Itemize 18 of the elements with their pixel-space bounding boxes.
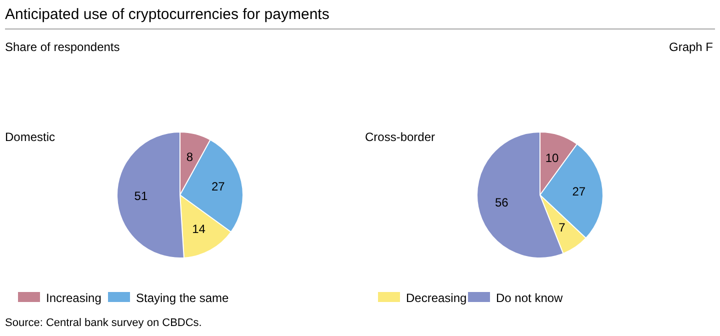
source-note: Source: Central bank survey on CBDCs. <box>5 317 202 329</box>
text: Share of respondents <box>5 40 120 54</box>
legend-label: Decreasing <box>406 291 467 305</box>
legend-label: Increasing <box>46 291 102 305</box>
chart-title: Cross-border <box>365 130 436 144</box>
data-label: 56 <box>494 195 509 210</box>
data-label: 27 <box>572 184 586 198</box>
data-label: 14 <box>192 222 206 236</box>
text: Anticipated use of cryptocurrencies for payments <box>5 6 330 23</box>
data-label: 8 <box>186 150 194 164</box>
data-label: 27 <box>211 179 226 194</box>
chart-title: Domestic <box>5 130 56 144</box>
data-label: 51 <box>134 189 148 204</box>
text: Graph F <box>668 40 713 54</box>
data-label: 10 <box>545 150 560 165</box>
data-label: 7 <box>558 220 566 234</box>
legend-label: Do not know <box>496 291 564 305</box>
legend-label: Staying the same <box>136 291 230 305</box>
